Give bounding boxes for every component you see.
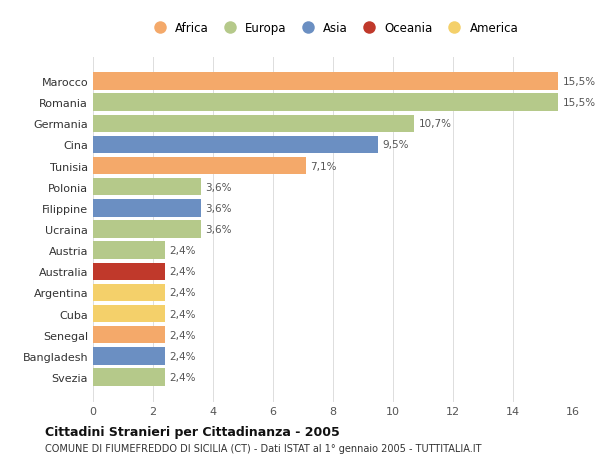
Text: 3,6%: 3,6% xyxy=(205,224,232,235)
Bar xyxy=(93,242,165,259)
Bar xyxy=(93,136,378,154)
Text: 2,4%: 2,4% xyxy=(170,267,196,277)
Text: 2,4%: 2,4% xyxy=(170,330,196,340)
Bar xyxy=(93,326,165,344)
Text: 15,5%: 15,5% xyxy=(563,77,596,87)
Bar xyxy=(93,200,201,217)
Bar xyxy=(93,347,165,365)
Bar xyxy=(93,221,201,238)
Text: Cittadini Stranieri per Cittadinanza - 2005: Cittadini Stranieri per Cittadinanza - 2… xyxy=(45,425,340,438)
Bar xyxy=(93,179,201,196)
Text: COMUNE DI FIUMEFREDDO DI SICILIA (CT) - Dati ISTAT al 1° gennaio 2005 - TUTTITAL: COMUNE DI FIUMEFREDDO DI SICILIA (CT) - … xyxy=(45,443,482,453)
Text: 2,4%: 2,4% xyxy=(170,351,196,361)
Text: 2,4%: 2,4% xyxy=(170,372,196,382)
Text: 3,6%: 3,6% xyxy=(205,182,232,192)
Text: 3,6%: 3,6% xyxy=(205,203,232,213)
Bar xyxy=(93,284,165,302)
Bar xyxy=(93,157,306,175)
Bar xyxy=(93,369,165,386)
Text: 10,7%: 10,7% xyxy=(419,119,452,129)
Text: 9,5%: 9,5% xyxy=(383,140,409,150)
Bar xyxy=(93,115,414,133)
Bar xyxy=(93,305,165,323)
Bar xyxy=(93,73,558,90)
Bar xyxy=(93,94,558,112)
Text: 2,4%: 2,4% xyxy=(170,246,196,256)
Legend: Africa, Europa, Asia, Oceania, America: Africa, Europa, Asia, Oceania, America xyxy=(148,22,518,35)
Text: 7,1%: 7,1% xyxy=(311,161,337,171)
Text: 2,4%: 2,4% xyxy=(170,288,196,298)
Text: 15,5%: 15,5% xyxy=(563,98,596,108)
Text: 2,4%: 2,4% xyxy=(170,309,196,319)
Bar xyxy=(93,263,165,280)
